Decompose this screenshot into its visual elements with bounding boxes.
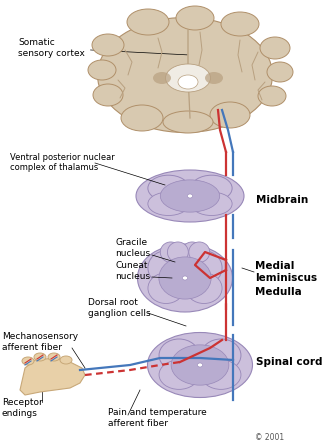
Ellipse shape (221, 12, 259, 36)
Ellipse shape (205, 72, 223, 84)
Text: Medial
leminiscus: Medial leminiscus (255, 261, 317, 283)
Ellipse shape (191, 192, 232, 215)
Ellipse shape (148, 273, 184, 303)
Ellipse shape (121, 105, 163, 131)
Text: Pain and temperature
afferent fiber: Pain and temperature afferent fiber (108, 408, 207, 428)
Ellipse shape (93, 84, 123, 106)
Ellipse shape (22, 357, 34, 365)
Ellipse shape (160, 180, 220, 212)
Text: Dorsal root
ganglion cells: Dorsal root ganglion cells (88, 298, 151, 318)
Ellipse shape (201, 339, 241, 372)
Ellipse shape (148, 192, 189, 215)
Ellipse shape (127, 9, 169, 35)
Ellipse shape (166, 64, 211, 92)
Text: Ventral posterior nuclear
complex of thalamus: Ventral posterior nuclear complex of tha… (10, 153, 115, 173)
Ellipse shape (260, 37, 290, 59)
Ellipse shape (88, 60, 116, 80)
Ellipse shape (186, 251, 222, 285)
Text: Midbrain: Midbrain (256, 195, 308, 205)
Ellipse shape (258, 86, 286, 106)
Polygon shape (20, 358, 85, 395)
Text: Cuneate
nucleus: Cuneate nucleus (115, 261, 153, 281)
Text: Medulla: Medulla (255, 287, 302, 297)
Ellipse shape (197, 363, 202, 367)
Text: Receptor
endings: Receptor endings (2, 398, 43, 418)
Ellipse shape (182, 242, 203, 262)
Ellipse shape (148, 251, 184, 285)
Ellipse shape (163, 111, 213, 133)
Ellipse shape (178, 75, 198, 89)
Ellipse shape (92, 34, 124, 56)
Ellipse shape (182, 276, 188, 280)
Ellipse shape (60, 356, 72, 364)
Ellipse shape (160, 242, 181, 262)
Ellipse shape (34, 353, 46, 361)
Ellipse shape (201, 360, 241, 389)
Ellipse shape (153, 72, 171, 84)
Text: © 2001: © 2001 (255, 434, 284, 442)
Text: Spinal cord: Spinal cord (256, 357, 322, 367)
Ellipse shape (171, 345, 229, 385)
Ellipse shape (159, 360, 199, 389)
Ellipse shape (159, 257, 211, 299)
Ellipse shape (148, 175, 189, 201)
Ellipse shape (189, 242, 210, 262)
Ellipse shape (188, 194, 193, 198)
Ellipse shape (48, 353, 60, 361)
Text: Mechanosensory
afferent fiber: Mechanosensory afferent fiber (2, 332, 78, 352)
Ellipse shape (176, 6, 214, 30)
Ellipse shape (136, 170, 244, 222)
Text: Gracile
nucleus: Gracile nucleus (115, 238, 150, 258)
Ellipse shape (191, 175, 232, 201)
Text: Somatic
sensory cortex: Somatic sensory cortex (18, 38, 187, 58)
Ellipse shape (148, 333, 253, 397)
Ellipse shape (210, 102, 250, 128)
Ellipse shape (97, 17, 273, 132)
Ellipse shape (137, 244, 233, 312)
Ellipse shape (159, 339, 199, 372)
Ellipse shape (167, 242, 188, 262)
Ellipse shape (267, 62, 293, 82)
Ellipse shape (186, 273, 222, 303)
